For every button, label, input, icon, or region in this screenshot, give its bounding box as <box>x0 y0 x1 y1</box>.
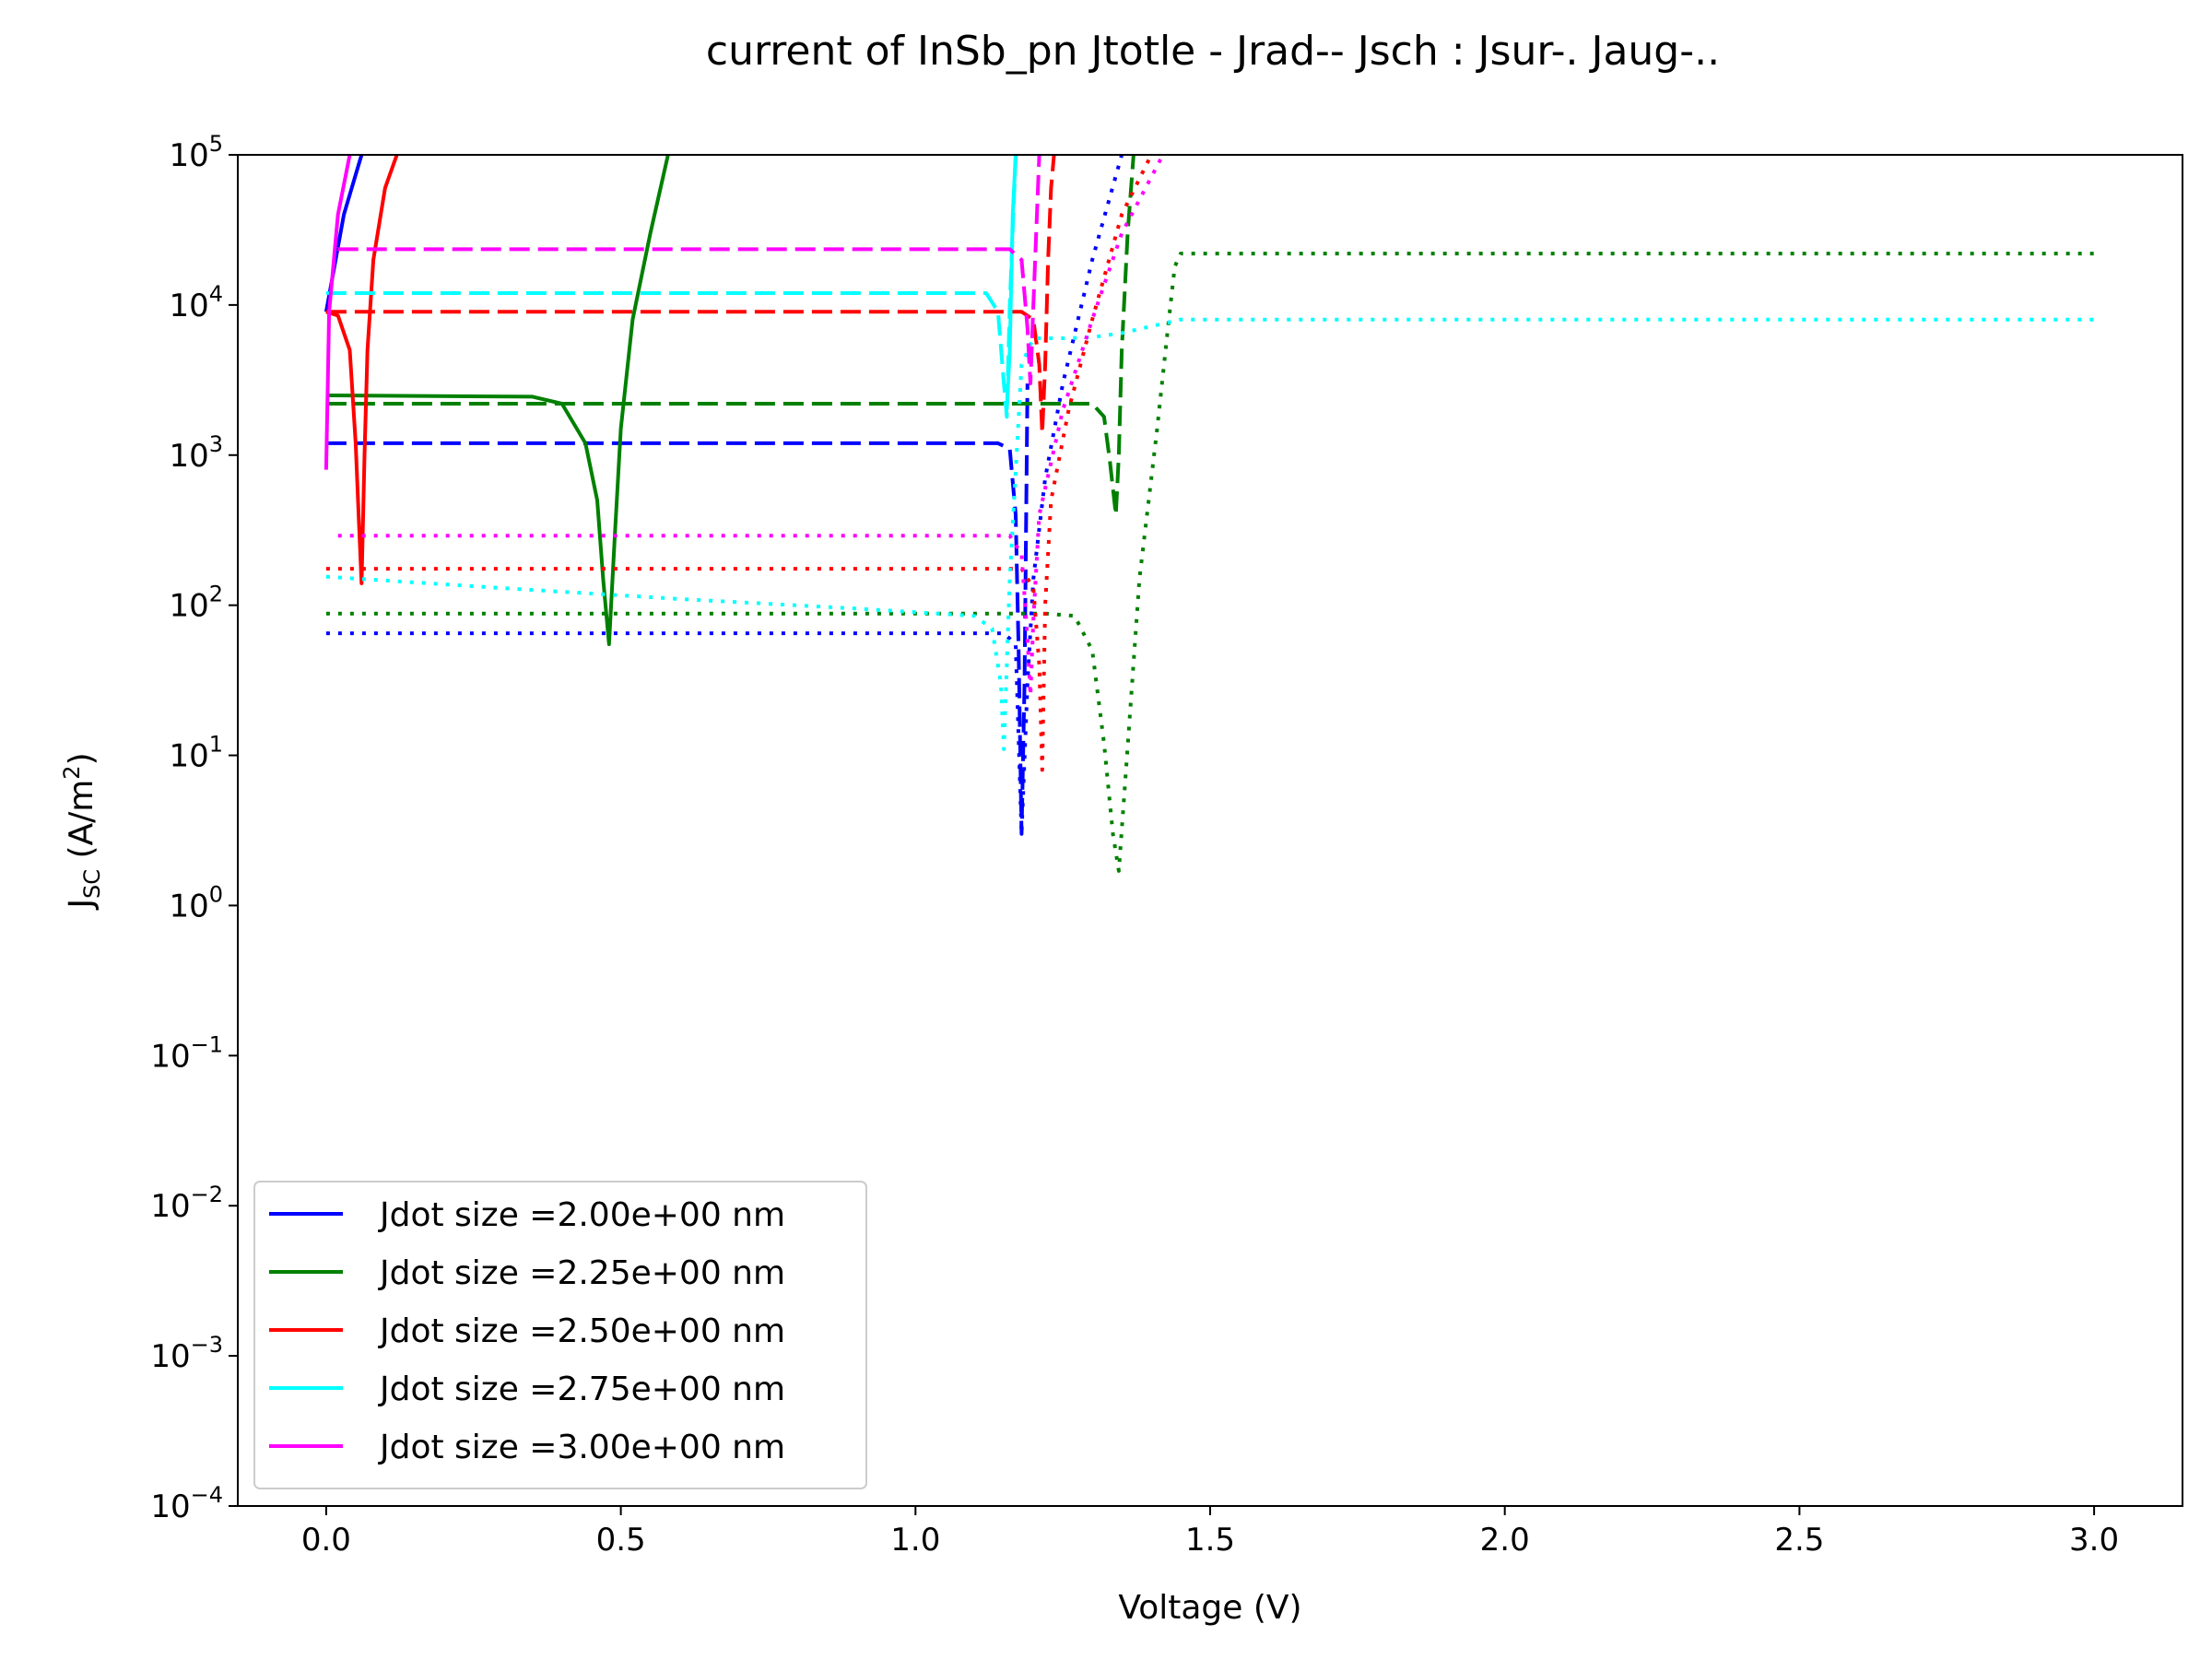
y-tick-exponent: −2 <box>191 1182 223 1207</box>
y-tick-label: 100 <box>169 881 223 924</box>
legend-label: Jdot size =3.00e+00 nm <box>378 1429 785 1466</box>
legend-label: Jdot size =2.75e+00 nm <box>378 1371 785 1408</box>
legend-label: Jdot size =2.25e+00 nm <box>378 1254 785 1292</box>
x-tick-label: 1.5 <box>1185 1522 1235 1559</box>
plot-lines <box>324 155 2095 873</box>
series-line-8-dotted <box>325 155 1153 772</box>
y-tick-exponent: 5 <box>209 131 223 157</box>
y-tick-exponent: −3 <box>191 1332 223 1358</box>
y-tick-label: 104 <box>169 281 223 324</box>
series-line-14-dotted <box>337 155 1165 698</box>
x-axis-label: Voltage (V) <box>1118 1589 1301 1627</box>
y-tick-base: 10 <box>169 588 208 625</box>
y-axis-label-unit-close: ) <box>63 752 100 765</box>
y-tick-label: 10−4 <box>150 1482 223 1525</box>
series-line-6-solid <box>325 155 399 585</box>
y-tick-base: 10 <box>169 738 208 775</box>
x-tick-label: 0.5 <box>596 1522 646 1559</box>
series-line-10-dashed <box>325 155 1018 419</box>
y-tick-label: 101 <box>169 732 223 775</box>
y-tick-exponent: 1 <box>209 732 223 758</box>
y-axis-label: JSC (A/m2) <box>59 752 105 910</box>
y-tick-label: 10−2 <box>150 1182 223 1225</box>
y-tick-label: 103 <box>169 431 223 475</box>
x-tick-label: 3.0 <box>2069 1522 2119 1559</box>
x-tick-label: 2.5 <box>1774 1522 1824 1559</box>
y-axis-label-sub: SC <box>79 869 105 899</box>
y-axis-label-unit: (A/m <box>63 780 100 869</box>
series-line-2-dotted <box>325 155 1124 836</box>
y-tick-base: 10 <box>150 1488 190 1525</box>
series-line-11-dotted <box>325 317 2095 751</box>
y-tick-exponent: −4 <box>191 1482 223 1508</box>
x-tick-label: 2.0 <box>1480 1522 1530 1559</box>
y-tick-label: 105 <box>169 131 223 174</box>
y-tick-base: 10 <box>150 1038 190 1075</box>
y-tick-exponent: 0 <box>209 881 223 907</box>
series-line-4-dashed <box>325 155 1135 517</box>
y-tick-label: 10−1 <box>150 1031 223 1075</box>
series-line-1-dashed <box>325 383 1030 836</box>
chart-title: current of InSb_pn Jtotle - Jrad-- Jsch … <box>706 28 1720 75</box>
y-axis-label-main: J <box>63 899 100 911</box>
legend-label: Jdot size =2.50e+00 nm <box>378 1312 785 1350</box>
y-tick-exponent: 2 <box>209 582 223 607</box>
series-line-7-dashed <box>325 155 1056 435</box>
series-line-13-dashed <box>337 155 1041 386</box>
x-tick-label: 1.0 <box>890 1522 940 1559</box>
y-tick-exponent: 4 <box>209 281 223 307</box>
legend-label: Jdot size =2.00e+00 nm <box>378 1196 785 1234</box>
y-tick-base: 10 <box>150 1338 190 1375</box>
y-tick-base: 10 <box>169 438 208 475</box>
y-tick-label: 102 <box>169 582 223 625</box>
y-tick-exponent: −1 <box>191 1031 223 1057</box>
x-tick-label: 0.0 <box>301 1522 351 1559</box>
y-tick-base: 10 <box>169 288 208 324</box>
legend: Jdot size =2.00e+00 nm Jdot size =2.25e+0… <box>253 1181 867 1489</box>
x-axis-ticks: 0.0 0.5 1.0 1.5 2.0 2.5 3.0 <box>301 1506 2119 1559</box>
y-tick-exponent: 3 <box>209 431 223 457</box>
legend-box <box>253 1181 867 1489</box>
y-tick-base: 10 <box>169 137 208 174</box>
y-tick-label: 10−3 <box>150 1332 223 1375</box>
y-axis-label-unit-sup: 2 <box>59 765 85 779</box>
y-tick-base: 10 <box>169 888 208 924</box>
series-line-5-dotted <box>325 252 2095 873</box>
y-tick-base: 10 <box>150 1188 190 1225</box>
series-line-12-solid <box>324 155 352 470</box>
